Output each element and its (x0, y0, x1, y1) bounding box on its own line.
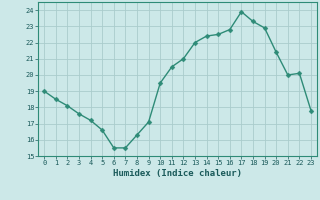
X-axis label: Humidex (Indice chaleur): Humidex (Indice chaleur) (113, 169, 242, 178)
